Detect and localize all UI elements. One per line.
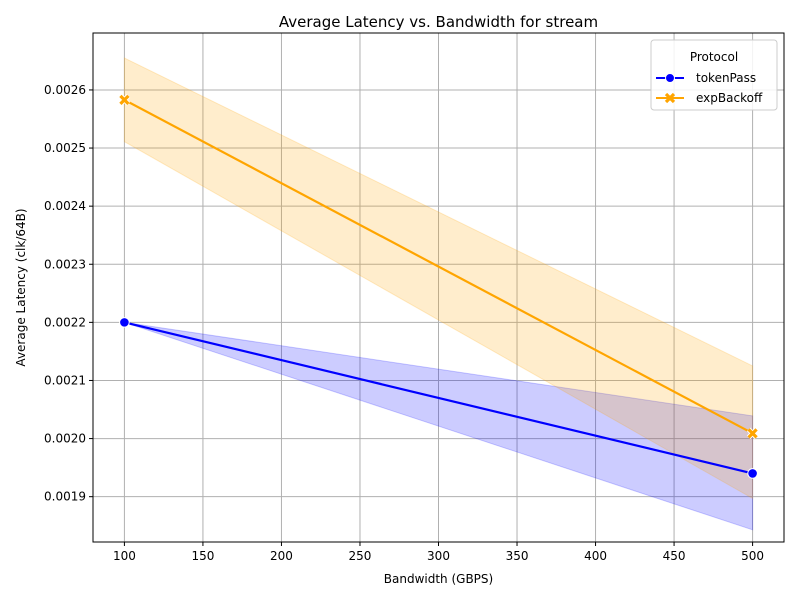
y-tick-label: 0.0026 <box>44 83 86 97</box>
y-tick-label: 0.0025 <box>44 141 86 155</box>
y-tick-label: 0.0019 <box>44 490 86 504</box>
x-tick-label: 150 <box>191 549 214 563</box>
x-tick-label: 250 <box>349 549 372 563</box>
legend-title: Protocol <box>690 50 738 64</box>
data-point-tokenpass <box>119 317 130 328</box>
y-tick-label: 0.0021 <box>44 373 86 387</box>
data-point-expbackoff <box>747 428 758 439</box>
x-tick-label: 400 <box>584 549 607 563</box>
x-tick-label: 450 <box>663 549 686 563</box>
x-tick-label: 350 <box>506 549 529 563</box>
data-point-expbackoff <box>119 94 130 105</box>
y-tick-label: 0.0020 <box>44 432 86 446</box>
y-axis-ticks: 0.0019 0.0020 0.0021 0.0022 0.0023 0.0024 0.00… <box>44 83 93 504</box>
x-axis-label: Bandwidth (GBPS) <box>384 572 493 586</box>
x-tick-label: 100 <box>113 549 136 563</box>
y-tick-label: 0.0022 <box>44 315 86 329</box>
x-tick-label: 200 <box>270 549 293 563</box>
series-lines <box>123 98 754 475</box>
data-point-tokenpass <box>747 468 758 479</box>
legend-box <box>650 39 778 111</box>
y-axis-label: Average Latency (clk/64B) <box>14 208 28 366</box>
grid <box>93 33 784 542</box>
x-tick-label: 500 <box>741 549 764 563</box>
series-line-tokenpass <box>124 321 753 475</box>
x-tick-label: 300 <box>427 549 450 563</box>
legend: Protocol tokenPass expBackoff <box>650 39 778 111</box>
legend-marker-expbackoff <box>664 92 676 104</box>
series-markers <box>118 94 759 479</box>
chart-title: Average Latency vs. Bandwidth for stream <box>279 13 598 31</box>
series-line-expbackoff <box>123 98 754 435</box>
legend-label-expbackoff: expBackoff <box>696 91 763 105</box>
legend-marker-tokenpass <box>665 73 675 83</box>
y-tick-label: 0.0024 <box>44 199 86 213</box>
x-axis-ticks: 100 150 200 250 300 350 400 450 500 <box>113 542 764 563</box>
legend-label-tokenpass: tokenPass <box>696 71 756 85</box>
confidence-band-expbackoff <box>123 57 754 500</box>
y-tick-label: 0.0023 <box>44 257 86 271</box>
